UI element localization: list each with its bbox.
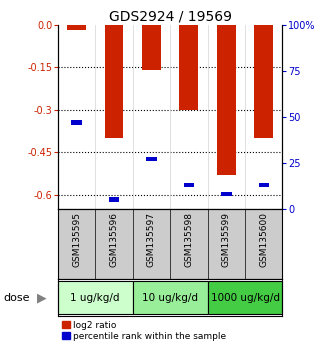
Text: GSM135598: GSM135598	[184, 212, 193, 267]
Bar	[133, 281, 208, 314]
Title: GDS2924 / 19569: GDS2924 / 19569	[108, 10, 232, 24]
Bar	[258, 183, 269, 187]
Text: ▶: ▶	[37, 291, 47, 304]
Bar	[105, 25, 123, 138]
Bar	[221, 192, 231, 196]
Bar	[208, 281, 282, 314]
Text: GSM135597: GSM135597	[147, 212, 156, 267]
Text: 1 ug/kg/d: 1 ug/kg/d	[71, 292, 120, 303]
Legend: log2 ratio, percentile rank within the sample: log2 ratio, percentile rank within the s…	[62, 321, 226, 341]
Bar	[184, 183, 194, 187]
Text: 1000 ug/kg/d: 1000 ug/kg/d	[211, 292, 280, 303]
Bar	[71, 120, 82, 125]
Bar	[67, 25, 86, 30]
Bar	[109, 197, 119, 202]
Bar	[217, 25, 236, 175]
Bar	[146, 157, 157, 161]
Text: GSM135595: GSM135595	[72, 212, 81, 267]
Bar	[142, 25, 161, 70]
Bar	[58, 281, 133, 314]
Text: 10 ug/kg/d: 10 ug/kg/d	[142, 292, 198, 303]
Text: GSM135599: GSM135599	[222, 212, 231, 267]
Text: GSM135596: GSM135596	[109, 212, 118, 267]
Text: dose: dose	[3, 292, 30, 303]
Text: GSM135600: GSM135600	[259, 212, 268, 267]
Bar	[254, 25, 273, 138]
Bar	[179, 25, 198, 110]
